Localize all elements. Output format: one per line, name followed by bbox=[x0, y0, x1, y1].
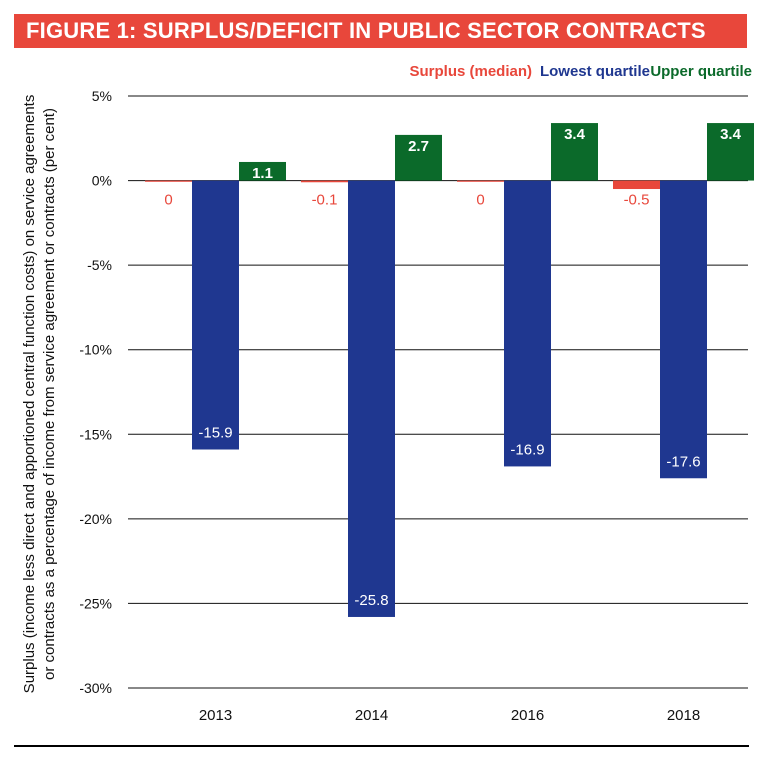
bar-surplus bbox=[457, 180, 504, 182]
data-label: 0 bbox=[164, 192, 172, 209]
y-tick-label: -15% bbox=[79, 426, 112, 442]
x-tick-label: 2016 bbox=[511, 707, 544, 724]
bar-lowest bbox=[348, 180, 395, 617]
legend-item: Lowest quartile bbox=[540, 63, 650, 80]
data-label: -16.9 bbox=[510, 441, 544, 458]
bar-lowest bbox=[660, 180, 707, 479]
y-tick-label: -10% bbox=[79, 342, 112, 358]
bar-surplus bbox=[301, 180, 348, 183]
bar-upper bbox=[707, 123, 754, 181]
y-tick-label: -30% bbox=[79, 680, 112, 696]
y-tick-label: 0% bbox=[92, 173, 112, 189]
data-label: 2.7 bbox=[408, 138, 429, 155]
data-label: -15.9 bbox=[198, 425, 232, 442]
bar-surplus bbox=[145, 180, 192, 182]
y-tick-label: -5% bbox=[87, 257, 112, 273]
data-label: 0 bbox=[476, 192, 484, 209]
y-axis-label-line: Surplus (income less direct and apportio… bbox=[21, 95, 38, 694]
bar-lowest bbox=[504, 180, 551, 467]
data-label: 3.4 bbox=[564, 126, 586, 143]
legend-item: Surplus (median) bbox=[409, 63, 532, 80]
data-label: -17.6 bbox=[666, 453, 700, 470]
y-tick-label: -25% bbox=[79, 595, 112, 611]
figure-title: FIGURE 1: SURPLUS/DEFICIT IN PUBLIC SECT… bbox=[26, 18, 706, 43]
y-tick-label: -20% bbox=[79, 511, 112, 527]
bar-upper bbox=[395, 134, 442, 181]
data-label: 3.4 bbox=[720, 126, 742, 143]
data-label: -0.1 bbox=[312, 192, 338, 209]
y-tick-label: 5% bbox=[92, 88, 112, 104]
data-label: 1.1 bbox=[252, 165, 273, 182]
bar-upper bbox=[239, 161, 286, 181]
bar-upper bbox=[551, 123, 598, 181]
y-axis-label-line: or contracts as a percentage of income f… bbox=[41, 108, 58, 680]
legend-item: Upper quartile bbox=[650, 63, 752, 80]
bottom-divider bbox=[14, 745, 749, 747]
y-axis-label: Surplus (income less direct and apportio… bbox=[21, 95, 58, 694]
bar-surplus bbox=[613, 180, 660, 190]
x-tick-label: 2014 bbox=[355, 707, 388, 724]
data-label: -0.5 bbox=[624, 192, 650, 209]
x-tick-label: 2013 bbox=[199, 707, 232, 724]
data-label: -25.8 bbox=[354, 592, 388, 609]
x-tick-label: 2018 bbox=[667, 707, 700, 724]
figure-title-bar: FIGURE 1: SURPLUS/DEFICIT IN PUBLIC SECT… bbox=[14, 14, 747, 48]
bar-lowest bbox=[192, 180, 239, 450]
